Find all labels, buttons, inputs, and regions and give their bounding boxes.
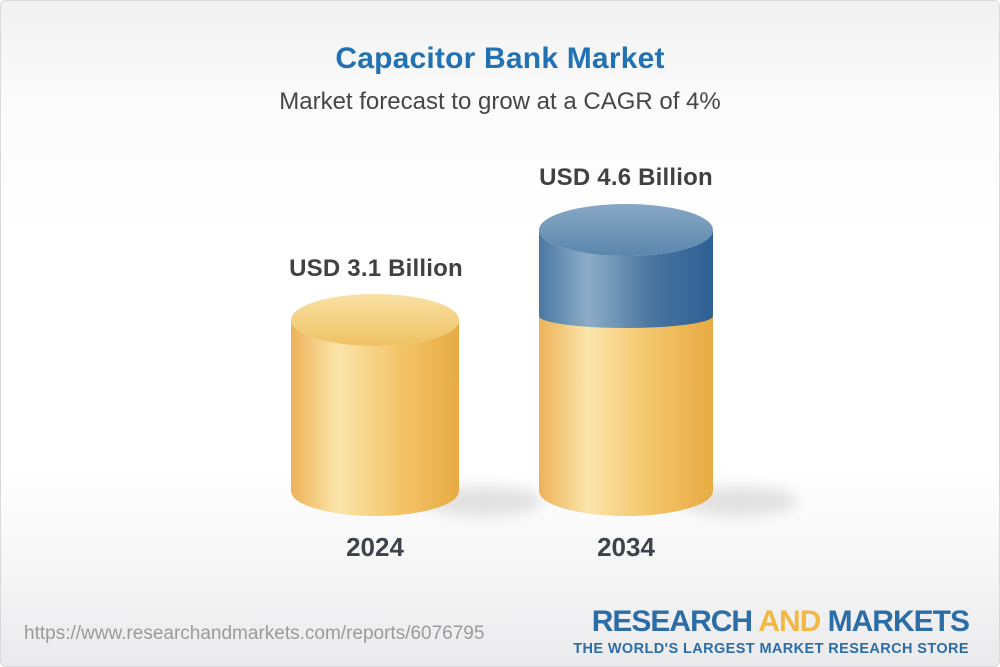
bar-2024 bbox=[291, 294, 459, 516]
bar-2034 bbox=[539, 204, 713, 516]
chart-subtitle: Market forecast to grow at a CAGR of 4% bbox=[279, 88, 721, 115]
logo-word-and: AND bbox=[758, 605, 821, 638]
axis-label-2024: 2024 bbox=[346, 532, 404, 562]
bar-2024-body bbox=[291, 320, 459, 516]
logo-wordmark: RESEARCH AND MARKETS bbox=[573, 605, 970, 639]
chart-title: Capacitor Bank Market bbox=[335, 42, 665, 75]
axis-label-2034: 2034 bbox=[597, 532, 655, 562]
value-label-2024: USD 3.1 Billion bbox=[289, 255, 463, 282]
value-label-2034: USD 4.6 Billion bbox=[539, 164, 713, 191]
bar-2024-top bbox=[291, 294, 459, 346]
logo-word-research: RESEARCH bbox=[591, 605, 753, 638]
report-url: https://www.researchandmarkets.com/repor… bbox=[24, 623, 485, 644]
bar-2034-top bbox=[539, 204, 713, 256]
logo-tagline: THE WORLD'S LARGEST MARKET RESEARCH STOR… bbox=[573, 641, 969, 657]
bar-2034-base-segment bbox=[539, 314, 713, 516]
bar-2034-growth-segment bbox=[539, 230, 713, 328]
research-and-markets-logo: RESEARCH AND MARKETS THE WORLD'S LARGEST… bbox=[573, 605, 970, 657]
logo-word-markets: MARKETS bbox=[827, 605, 970, 638]
